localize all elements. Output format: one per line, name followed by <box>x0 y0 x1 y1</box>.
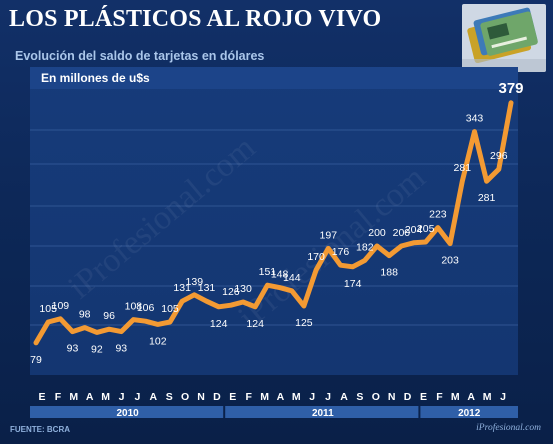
value-label: 124 <box>246 318 264 330</box>
value-label: 98 <box>79 309 91 321</box>
value-label: 296 <box>490 150 508 162</box>
month-tick-label: M <box>483 391 492 403</box>
value-label: 106 <box>137 302 155 314</box>
value-label: 131 <box>173 282 191 294</box>
value-label: 223 <box>429 209 447 221</box>
value-label: 108 <box>125 301 143 313</box>
value-label: 93 <box>67 343 79 355</box>
grid-lines <box>30 129 518 326</box>
data-line <box>33 100 514 346</box>
month-tick-label: M <box>69 391 78 403</box>
year-segment <box>30 406 224 418</box>
month-tick-label: E <box>229 391 236 403</box>
month-tick-label: D <box>404 391 412 403</box>
value-label: 151 <box>259 266 277 278</box>
value-label: 205 <box>417 223 435 235</box>
value-label: 105 <box>39 303 57 315</box>
value-label: 343 <box>466 113 484 125</box>
value-label: 130 <box>234 283 252 295</box>
month-tick-label: A <box>340 391 348 403</box>
month-tick-label: D <box>213 391 221 403</box>
month-tick-label: E <box>38 391 45 403</box>
value-label: 281 <box>454 162 472 174</box>
value-label: 176 <box>332 246 350 258</box>
value-label: 126 <box>222 286 240 298</box>
month-tick-label: N <box>197 391 205 403</box>
value-label: 102 <box>149 335 167 347</box>
value-label: 93 <box>115 343 127 355</box>
month-tick-label: N <box>388 391 396 403</box>
month-tick-label: O <box>372 391 380 403</box>
month-tick-label: M <box>292 391 301 403</box>
value-label: 170 <box>307 251 325 263</box>
value-label: 204 <box>405 224 423 236</box>
month-tick-label: S <box>356 391 363 403</box>
value-label: 105 <box>161 303 179 315</box>
year-label: 2011 <box>312 408 334 419</box>
month-tick-label: A <box>86 391 94 403</box>
value-label: 182 <box>356 241 374 253</box>
chart-title: LOS PLÁSTICOS AL ROJO VIVO <box>9 6 382 32</box>
value-labels: 7910510993989296931081061021051311391311… <box>30 80 523 366</box>
value-label: 109 <box>52 300 70 312</box>
value-label: 131 <box>198 282 216 294</box>
value-label: 281 <box>478 192 496 204</box>
month-tick-label: F <box>245 391 252 403</box>
month-tick-label: E <box>420 391 427 403</box>
year-label: 2010 <box>116 408 139 419</box>
month-tick-label: A <box>150 391 158 403</box>
value-label: 200 <box>393 227 411 239</box>
month-tick-label: O <box>181 391 189 403</box>
source-note: FUENTE: BCRA <box>10 425 70 434</box>
brand-logo: iProfesional.com <box>476 423 541 433</box>
value-label: 92 <box>91 343 103 355</box>
value-label: 124 <box>210 318 228 330</box>
month-tick-label: J <box>309 391 315 403</box>
month-tick-label: F <box>436 391 443 403</box>
value-label: 148 <box>271 269 289 281</box>
value-label: 203 <box>441 255 459 267</box>
month-tick-label: S <box>166 391 173 403</box>
month-tick-label: J <box>325 391 331 403</box>
value-label: 197 <box>320 229 338 241</box>
watermark: iProfesional.com <box>61 129 262 306</box>
year-segment <box>225 406 419 418</box>
month-tick-label: J <box>134 391 140 403</box>
year-segment <box>420 406 518 418</box>
unit-label: En millones de u$s <box>41 71 150 85</box>
value-label: 379 <box>498 80 523 97</box>
month-tick-label: J <box>119 391 125 403</box>
plot-panel <box>30 67 518 375</box>
value-label: 96 <box>103 310 115 322</box>
month-tick-label: F <box>55 391 62 403</box>
value-label: 174 <box>344 278 362 290</box>
unit-bar <box>30 67 518 89</box>
month-tick-label: A <box>467 391 475 403</box>
value-label: 125 <box>295 317 313 329</box>
year-label: 2012 <box>458 408 481 419</box>
value-label: 79 <box>30 354 42 366</box>
month-tick-label: M <box>101 391 110 403</box>
credit-cards-icon <box>462 4 546 72</box>
month-tick-label: M <box>451 391 460 403</box>
value-label: 144 <box>283 272 301 284</box>
value-label: 188 <box>380 267 398 279</box>
year-bar: 2010 2011 2012 <box>30 406 518 419</box>
month-tick-label: A <box>277 391 285 403</box>
value-label: 200 <box>368 227 386 239</box>
value-label: 139 <box>186 276 204 288</box>
month-tick-label: J <box>500 391 506 403</box>
chart-subtitle: Evolución del saldo de tarjetas en dólar… <box>15 49 265 63</box>
month-tick-label: M <box>260 391 269 403</box>
